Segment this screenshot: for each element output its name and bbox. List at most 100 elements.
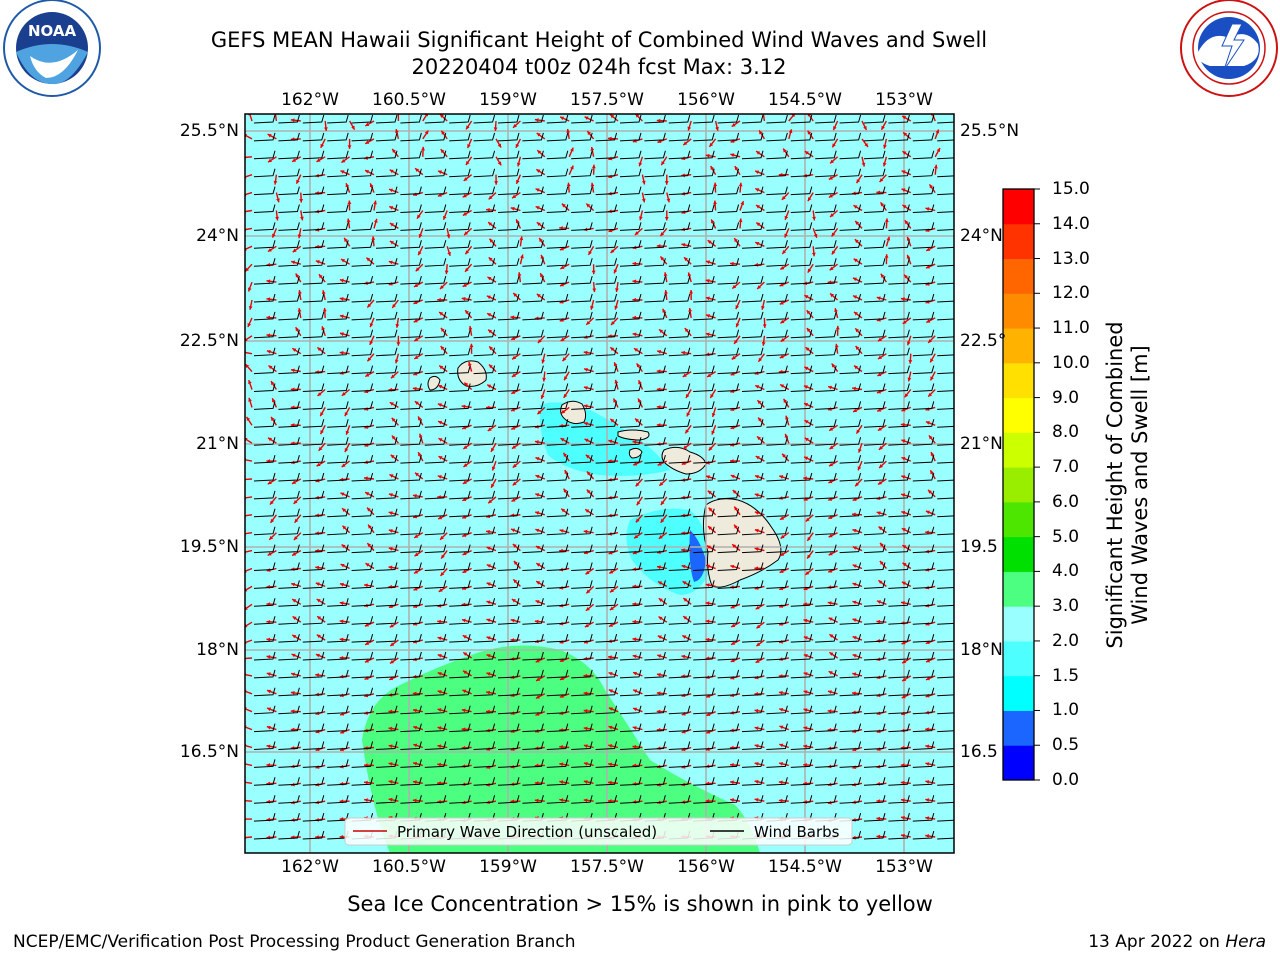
wave-arrow-head: [633, 348, 638, 352]
wave-arrow-head: [880, 273, 885, 278]
wind-barb: [473, 777, 496, 786]
wave-arrow-head: [292, 348, 297, 352]
wind-barb: [327, 580, 349, 589]
wave-arrow-head: [300, 216, 304, 221]
wave-arrow-head: [390, 374, 395, 379]
wave-arrow-head: [901, 694, 906, 699]
wave-arrow-head: [812, 216, 816, 221]
wind-barb: [375, 222, 398, 231]
wave-arrow-head: [804, 437, 809, 442]
wind-barb: [253, 526, 276, 536]
wave-arrow-head: [566, 182, 571, 187]
wave-arrow-head: [804, 366, 809, 371]
wave-arrow-head: [782, 250, 787, 254]
wind-barb: [522, 759, 544, 768]
wind-barb: [497, 132, 520, 142]
wave-arrow-head: [876, 619, 881, 624]
wind-barb: [497, 508, 520, 518]
wind-barb: [717, 347, 740, 357]
wind-barb: [839, 437, 862, 446]
wind-barb: [522, 795, 544, 804]
wave-arrow-head: [682, 581, 687, 585]
wind-barb: [571, 633, 593, 643]
wind-barb: [595, 526, 618, 536]
wave-arrow-head: [447, 251, 451, 256]
wave-arrow-head: [807, 554, 811, 559]
wind-barb: [644, 275, 666, 285]
wave-arrow-head: [906, 254, 911, 259]
wind-barb: [473, 669, 496, 679]
wind-barb: [302, 830, 325, 840]
wave-arrow-head: [365, 373, 370, 377]
colorbar-segment: [1003, 293, 1034, 329]
wave-arrow-head: [413, 743, 418, 748]
wind-barb: [644, 669, 666, 679]
wind-barb: [766, 114, 788, 124]
wave-arrow-head: [585, 454, 590, 459]
wind-barb: [351, 401, 374, 410]
wind-barb: [693, 616, 715, 625]
wind-barb: [473, 347, 496, 357]
wave-arrow-head: [511, 426, 516, 430]
wind-barb: [790, 777, 813, 786]
wave-arrow-head: [340, 170, 345, 174]
wave-arrow-head: [245, 364, 250, 369]
wave-arrow-head: [904, 274, 908, 279]
wave-arrow-head: [585, 607, 590, 611]
colorbar-tick-label: 12.0: [1052, 283, 1090, 304]
wind-barb: [619, 454, 642, 464]
wind-barb: [717, 472, 740, 482]
wave-arrow-head: [266, 619, 271, 624]
wind-barb: [912, 616, 935, 625]
wave-arrow-head: [537, 410, 542, 415]
wave-arrow-head: [852, 672, 857, 677]
lat-label-left: 22.5°N: [179, 331, 239, 351]
wind-barb: [766, 437, 788, 446]
wave-arrow-head: [297, 234, 302, 239]
wind-barb: [766, 293, 788, 303]
wind-barb: [351, 293, 374, 303]
wind-barb: [302, 777, 325, 786]
wave-arrow-head: [707, 373, 712, 377]
wind-barb: [766, 222, 788, 231]
wave-arrow: [245, 744, 253, 749]
wave-arrow-head: [608, 762, 612, 767]
wind-barb: [741, 651, 764, 661]
wave-arrow-head: [389, 402, 394, 406]
wind-barb: [424, 759, 447, 768]
wind-barb: [546, 347, 569, 357]
wind-barb: [351, 526, 374, 536]
wind-barb: [937, 837, 954, 840]
wind-barb: [766, 454, 788, 464]
wave-arrow-head: [755, 659, 760, 663]
wind-barb: [937, 121, 954, 124]
wind-barb: [717, 633, 740, 643]
wave-arrow-head: [784, 233, 788, 238]
wave-arrow-head: [511, 336, 516, 341]
wind-barb: [278, 669, 300, 679]
wind-barb: [253, 472, 276, 482]
wave-arrow-head: [901, 170, 906, 174]
wind-barb: [790, 526, 813, 536]
wave-arrow-head: [656, 369, 661, 374]
wave-arrow-head: [930, 452, 935, 457]
wind-barb: [571, 383, 593, 392]
wind-barb: [497, 311, 520, 321]
wind-barb: [546, 669, 569, 679]
wave-arrow-head: [754, 493, 759, 497]
wave-arrow-head: [806, 328, 811, 332]
wave-arrow-head: [660, 518, 665, 523]
wave-arrow-head: [863, 125, 867, 130]
wind-barb: [449, 329, 471, 339]
wave-arrow-head: [437, 726, 442, 730]
wave-arrow-head: [341, 544, 346, 549]
wind-barb: [375, 759, 398, 768]
wind-barb: [668, 132, 691, 142]
wind-barb: [766, 132, 788, 142]
wind-barb: [571, 347, 593, 357]
wave-arrow-head: [930, 358, 934, 363]
wind-barb: [400, 150, 422, 160]
wind-barb: [302, 150, 325, 160]
wave-arrow-head: [534, 619, 539, 624]
wind-barb: [741, 508, 764, 518]
